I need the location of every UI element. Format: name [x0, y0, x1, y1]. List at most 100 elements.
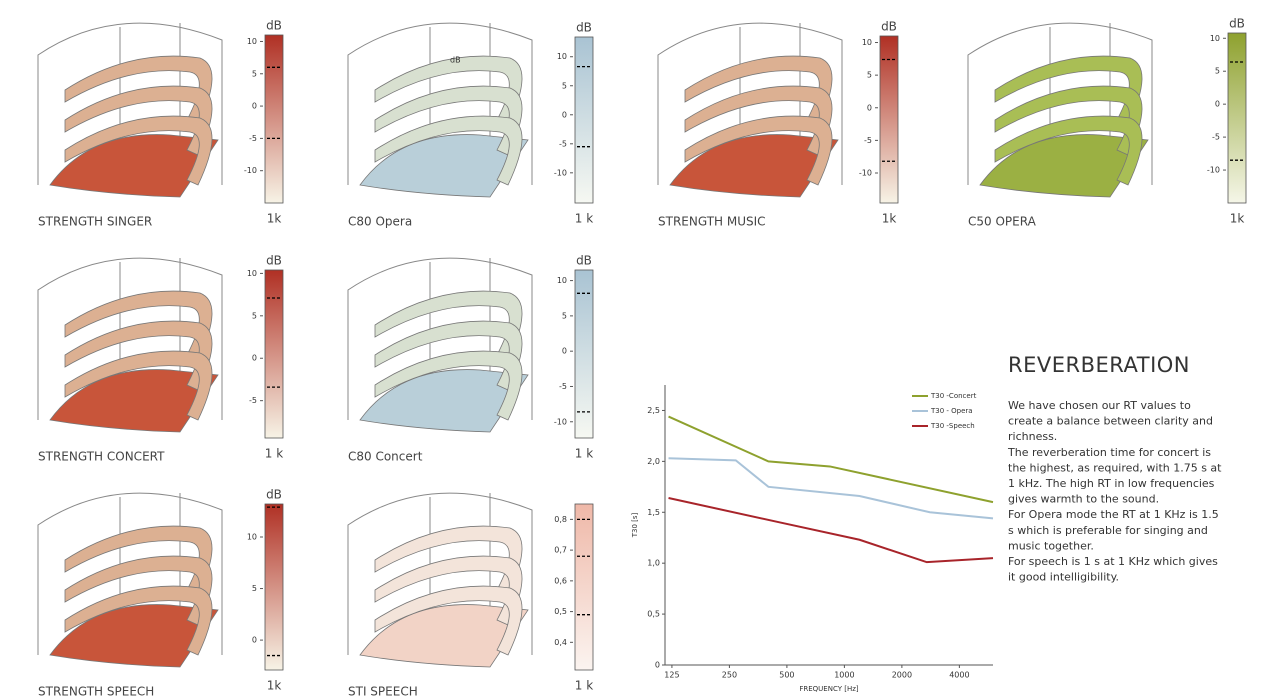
body-text: create a balance between clarity and [1008, 415, 1213, 428]
hall-view [37, 22, 223, 198]
colorbar-tick-label: 0 [562, 110, 567, 119]
legend-label: T30 -Concert [930, 392, 977, 400]
balcony [64, 350, 213, 421]
legend-label: T30 -Speech [930, 422, 975, 430]
y-tick-label: 0 [655, 661, 660, 670]
colorbar-tick-label: 10 [557, 52, 567, 61]
colorbar-footer: 1k [1230, 212, 1245, 226]
y-tick-label: 1,0 [647, 559, 660, 568]
colorbar-tick-label: 5 [252, 69, 257, 78]
colorbar-tick-label: 10 [1210, 34, 1220, 43]
hall-view [37, 492, 223, 668]
colorbar-tick-label: -5 [559, 382, 567, 391]
hall-floor [49, 604, 219, 668]
panel-caption: C80 Opera [348, 215, 412, 229]
colorbar-tick-label: 0 [1215, 100, 1220, 109]
y-tick-label: 2,5 [647, 406, 660, 415]
y-tick-label: 2,0 [647, 457, 660, 466]
x-tick-label: 125 [664, 671, 679, 680]
colorbar [264, 503, 284, 671]
colorbar-tick-label: -5 [249, 396, 257, 405]
body-text: The reverberation time for concert is [1007, 446, 1211, 459]
colorbar-footer: 1 k [575, 212, 593, 226]
balcony [64, 585, 213, 656]
colorbar-footer: 1 k [575, 447, 593, 461]
hall-floor [49, 134, 219, 198]
colorbar-tick-label: 0,5 [554, 607, 567, 616]
colorbar-tick-label: 5 [562, 81, 567, 90]
colorbar [879, 35, 899, 204]
body-text: music together. [1008, 539, 1094, 552]
colorbar-tick-label: -10 [859, 168, 872, 177]
hall-floor [979, 134, 1149, 198]
hall-floor [49, 369, 219, 433]
colorbar-tick-label: -10 [554, 417, 567, 426]
colorbar-tick-label: 5 [252, 584, 257, 593]
series-line [668, 457, 994, 520]
x-tick-label: 2000 [892, 671, 912, 680]
x-tick-label: 500 [779, 671, 794, 680]
colorbar-tick-label: 5 [1215, 67, 1220, 76]
y-tick-label: 0,5 [647, 610, 660, 619]
hall-floor [669, 134, 839, 198]
colorbar-tick-label: 0 [252, 354, 257, 363]
colorbar-tick-label: 0,4 [554, 638, 567, 647]
x-tick-label: 4000 [949, 671, 969, 680]
colorbar-footer: 1 k [575, 679, 593, 693]
colorbar-unit: dB [576, 21, 592, 35]
colorbar [574, 36, 594, 204]
panel-caption: STRENGTH SPEECH [38, 685, 154, 697]
colorbar [574, 269, 594, 439]
colorbar [264, 269, 284, 439]
colorbar-footer: 1 k [265, 447, 283, 461]
hall-view [657, 22, 843, 198]
hall-floor [359, 604, 529, 668]
body-text: s which is preferable for singing and [1008, 524, 1208, 537]
panel-caption: STRENGTH CONCERT [38, 450, 165, 464]
x-tick-label: 250 [722, 671, 737, 680]
colorbar-tick-label: -5 [559, 139, 567, 148]
y-axis-label: T30 [s] [631, 512, 639, 538]
hall-view [347, 257, 533, 433]
series-line [668, 497, 994, 564]
colorbar [1227, 32, 1247, 204]
colorbar-footer: 1k [267, 212, 282, 226]
colorbar-unit: dB [881, 20, 897, 34]
section-heading: REVERBERATION [1008, 353, 1190, 377]
x-axis-label: FREQUENCY [Hz] [799, 685, 859, 693]
balcony [64, 115, 213, 186]
panel-caption: STRENGTH SINGER [38, 215, 152, 229]
balcony [684, 115, 833, 186]
colorbar-footer: 1k [882, 212, 897, 226]
panel-caption: C80 Concert [348, 450, 423, 464]
colorbar-unit: dB [266, 19, 282, 33]
body-text: For Opera mode the RT at 1 KHz is 1.5 [1008, 508, 1219, 521]
colorbar [264, 34, 284, 204]
colorbar-tick-label: 10 [862, 38, 872, 47]
colorbar-tick-label: 5 [252, 311, 257, 320]
panel-caption: STRENGTH MUSIC [658, 215, 766, 229]
colorbar-unit: dB [266, 488, 282, 502]
balcony [374, 350, 523, 421]
hall-view [37, 257, 223, 433]
body-text: 1 kHz. The high RT in low frequencies [1008, 477, 1215, 490]
x-tick-label: 1000 [834, 671, 854, 680]
hall-view [347, 492, 533, 668]
hall-floor [359, 369, 529, 433]
colorbar-tick-label: 0 [562, 347, 567, 356]
colorbar-tick-label: -10 [554, 168, 567, 177]
body-text: the highest, as required, with 1.75 s at [1008, 461, 1222, 474]
colorbar-tick-label: 0 [252, 102, 257, 111]
body-text: it good intelligibility. [1008, 571, 1119, 584]
colorbar-unit: dB [266, 254, 282, 268]
colorbar-tick-label: -10 [1207, 166, 1220, 175]
colorbar-tick-label: 0 [252, 636, 257, 645]
series-line [668, 415, 994, 504]
colorbar-tick-label: -5 [249, 134, 257, 143]
colorbar-tick-label: -5 [864, 136, 872, 145]
colorbar [574, 503, 594, 671]
balcony [374, 585, 523, 656]
colorbar-tick-label: 10 [557, 276, 567, 285]
